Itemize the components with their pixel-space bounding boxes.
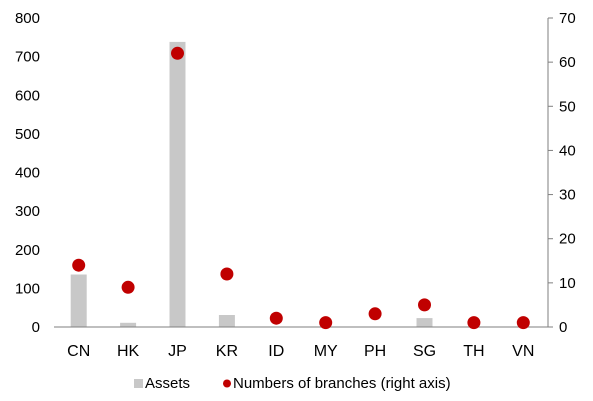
bar-hk (120, 322, 137, 327)
legend-swatch-branches (223, 379, 231, 388)
bar-sg (416, 318, 433, 327)
right-axis-tick-label: 30 (559, 187, 576, 204)
branch-point-id (269, 311, 283, 325)
branch-point-th (467, 316, 481, 330)
points-layer (72, 46, 530, 330)
x-axis-category-label: HK (117, 343, 140, 360)
left-axis-tick-label: 500 (15, 126, 40, 143)
right-axis-tick-label: 60 (559, 54, 576, 71)
bar-cn (70, 274, 87, 327)
branch-point-vn (516, 316, 530, 330)
x-axis-category-label: SG (413, 343, 436, 360)
left-axis-tick-label: 300 (15, 203, 40, 220)
branch-point-cn (72, 258, 86, 272)
legend-label-assets: Assets (145, 375, 190, 392)
left-axis-tick-label: 100 (15, 280, 40, 297)
left-axis-tick-label: 400 (15, 165, 40, 182)
branch-point-sg (418, 298, 431, 312)
legend: Assets Numbers of branches (right axis) (134, 375, 451, 392)
branch-point-ph (368, 307, 382, 321)
right-axis-tick-label: 0 (559, 319, 567, 336)
left-axis-tick-label: 200 (15, 242, 40, 259)
legend-label-branches: Numbers of branches (right axis) (233, 375, 451, 392)
legend-swatch-assets (134, 379, 143, 388)
bar-kr (218, 315, 235, 327)
x-axis-category-label: CN (67, 343, 90, 360)
left-axis-tick-label: 600 (15, 87, 40, 104)
right-axis-tick-label: 10 (559, 275, 576, 292)
x-axis-category-label: VN (512, 343, 534, 360)
branch-point-my (319, 316, 333, 330)
x-axis-category-label: TH (463, 343, 484, 360)
bars-layer (70, 41, 433, 328)
branch-point-hk (121, 280, 135, 294)
left-axis-tick-label: 800 (15, 10, 40, 27)
right-axis-tick-label: 50 (559, 98, 576, 115)
x-axis-category-label: PH (364, 343, 386, 360)
x-axis-category-label: MY (314, 343, 338, 360)
left-axis-tick-label: 0 (32, 319, 40, 336)
right-axis-tick-label: 70 (559, 10, 576, 27)
x-axis-category-label: JP (168, 343, 187, 360)
branch-point-kr (220, 267, 234, 281)
x-axis-category-label: ID (268, 343, 284, 360)
branch-point-jp (171, 46, 184, 60)
right-axis-tick-label: 20 (559, 231, 576, 248)
right-axis-tick-label: 40 (559, 142, 576, 159)
labels-layer: 0 100 200 300 400 500 600 700 800 0 10 20 30 40 50 60 70… (15, 10, 576, 360)
axes-layer (54, 17, 553, 328)
left-axis-tick-label: 700 (15, 49, 40, 66)
bar-jp (169, 41, 186, 328)
x-axis-category-label: KR (216, 343, 238, 360)
